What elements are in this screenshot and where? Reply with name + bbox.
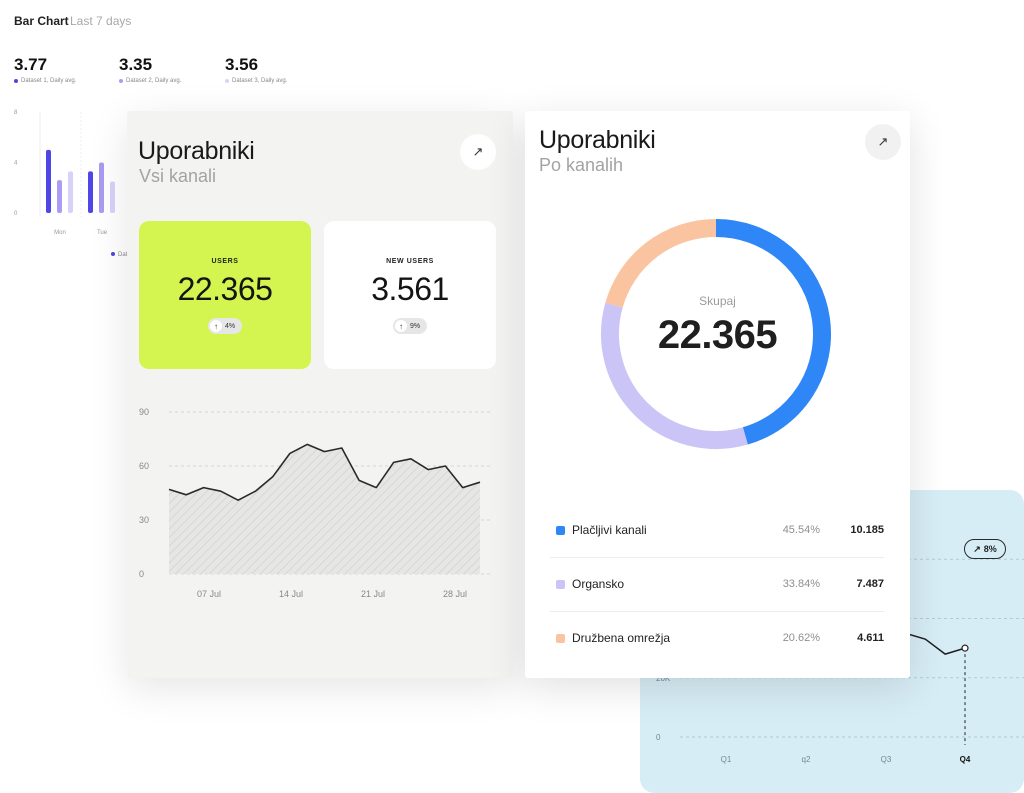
kpi-change-badge: ↑ 9% [393, 318, 427, 334]
bar-chart-title: Bar Chart [14, 14, 69, 28]
growth-badge: ↗ 8% [964, 539, 1006, 559]
open-channels-button[interactable]: ↗ [865, 124, 901, 160]
bar [110, 181, 115, 213]
last-point [961, 644, 969, 652]
legend-count: 10.185 [850, 524, 884, 536]
dataset-2-stat: 3.35 Dataset 2, Daily avg. [119, 55, 181, 84]
legend-swatch [556, 525, 565, 535]
donut-center-value: 22.365 [657, 313, 778, 357]
y-tick-label: 30 [139, 515, 149, 525]
y-tick-label: 90 [139, 407, 149, 417]
x-tick-label: Tue [97, 230, 108, 236]
card-subtitle: Po kanalih [539, 155, 624, 175]
dataset-3-stat: 3.56 Dataset 3, Daily avg. [225, 55, 287, 84]
legend-percent: 45.54% [782, 524, 820, 536]
card-title: Uporabniki [539, 126, 656, 154]
y-tick-label: 0 [139, 569, 144, 579]
channels-card: Uporabniki Po kanalih ↗ Skupaj 22.365 Pl… [525, 111, 910, 678]
divider [550, 611, 884, 612]
legend-row-organic: Organsko 33.84% 7.487 [550, 557, 884, 611]
arrow-up-icon: ↑ [210, 320, 222, 332]
arrow-up-right-icon: ↗ [877, 134, 889, 149]
kpi-value: 3.561 [371, 271, 449, 307]
users-kpi-card: USERS 22.365 ↑ 4% [139, 221, 311, 369]
bar-chart-card: Bar Chart Last 7 days 3.77 Dataset 1, Da… [0, 0, 320, 280]
legend-name: Družbena omrežja [572, 631, 671, 645]
card-title: Uporabniki [138, 137, 255, 165]
legend-swatch [556, 633, 565, 643]
arrow-up-icon: ↑ [395, 320, 407, 332]
legend-count: 4.611 [857, 632, 884, 644]
stat-value: 3.56 [225, 55, 259, 74]
dataset-1-stat: 3.77 Dataset 1, Daily avg. [14, 55, 76, 84]
donut-slice [715, 219, 831, 445]
legend-percent: 33.84% [782, 578, 820, 590]
legend-name: Plačljivi kanali [572, 523, 647, 537]
y-tick-label: 4 [14, 161, 18, 167]
bar [88, 171, 93, 213]
x-tick-label: q2 [802, 755, 811, 764]
x-tick-label: 07 Jul [197, 589, 221, 599]
x-tick-label: 28 Jul [443, 589, 467, 599]
y-tick-label: 0 [656, 733, 661, 742]
x-tick-label: 14 Jul [279, 589, 303, 599]
x-tick-label: Q4 [960, 755, 971, 764]
channels-donut-chart [601, 219, 831, 449]
trend-up-icon: ↗ [973, 543, 981, 554]
new-users-kpi-card: NEW USERS 3.561 ↑ 9% [324, 221, 496, 369]
stat-value: 3.77 [14, 55, 48, 74]
bar [57, 180, 62, 213]
series-line [168, 443, 481, 501]
last-7-days-tab[interactable]: Last 7 days [70, 14, 132, 28]
kpi-change: 9% [410, 322, 421, 330]
stat-value: 3.35 [119, 55, 153, 74]
divider [550, 557, 884, 558]
legend-row-paid: Plačljivi kanali 45.54% 10.185 [550, 503, 884, 557]
users-area-chart: 0 30 60 90 07 Jul 14 Jul 21 Jul 28 Jul [139, 407, 492, 599]
kpi-change: 4% [225, 322, 236, 330]
stat-label: Dataset 1, Daily avg. [14, 78, 76, 84]
legend-dot [111, 252, 115, 256]
card-subtitle: Vsi kanali [139, 166, 217, 186]
kpi-label: USERS [211, 258, 239, 265]
users-card: Uporabniki Vsi kanali ↗ USERS 22.365 ↑ 4… [127, 111, 513, 678]
x-tick-label: Q1 [721, 755, 732, 764]
x-tick-label: Mon [54, 230, 66, 236]
donut-slice [601, 302, 748, 449]
kpi-label: NEW USERS [386, 258, 434, 265]
stat-label: Dataset 2, Daily avg. [119, 78, 181, 84]
y-tick-label: 8 [14, 110, 18, 116]
x-tick-label: 21 Jul [361, 589, 385, 599]
kpi-value: 22.365 [177, 271, 273, 307]
legend-row-social: Družbena omrežja 20.62% 4.611 [550, 611, 884, 665]
legend-name: Organsko [572, 577, 625, 591]
y-tick-label: 0 [14, 211, 18, 217]
open-users-button[interactable]: ↗ [460, 134, 496, 170]
donut-center-label: Skupaj [699, 294, 736, 308]
bar-chart: 0 4 8 Mon Tue Dat [14, 110, 128, 258]
arrow-up-right-icon: ↗ [472, 144, 484, 159]
legend-label: Dat [118, 252, 128, 258]
bar [46, 149, 51, 213]
area-fill [169, 444, 480, 574]
legend-count: 7.487 [856, 578, 884, 590]
legend-swatch [556, 579, 565, 589]
donut-slice [605, 219, 717, 308]
bar [99, 162, 104, 213]
x-tick-label: Q3 [881, 755, 892, 764]
y-tick-label: 60 [139, 461, 149, 471]
y-tick-label: 20K [656, 674, 671, 683]
bar [68, 171, 73, 213]
kpi-change-badge: ↑ 4% [208, 318, 242, 334]
growth-badge-value: 8% [983, 544, 997, 554]
stat-label: Dataset 3, Daily avg. [225, 78, 287, 84]
legend-percent: 20.62% [782, 632, 820, 644]
